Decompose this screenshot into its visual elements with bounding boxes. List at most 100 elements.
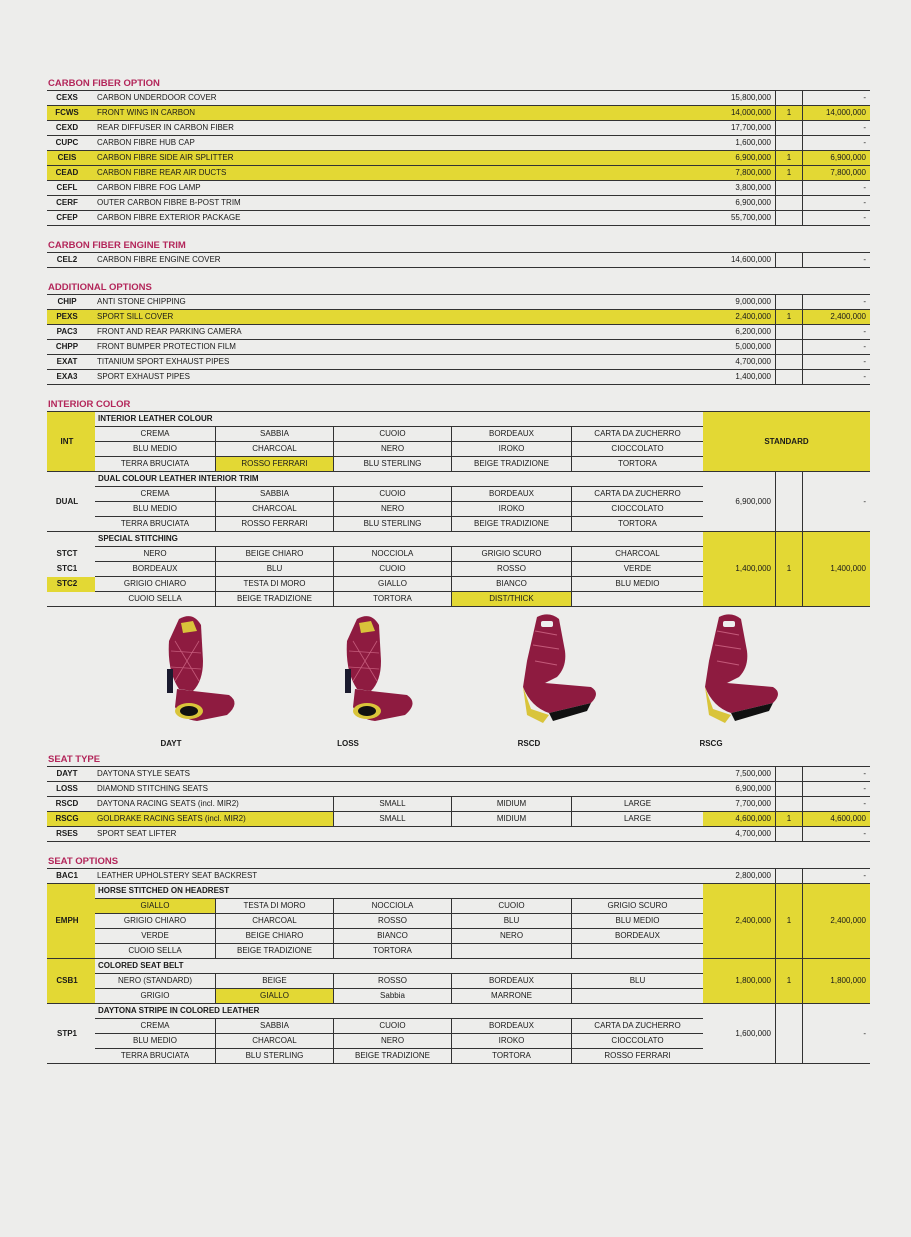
- color-option[interactable]: GRIGIO CHIARO: [95, 914, 215, 929]
- color-option[interactable]: ROSSO: [333, 914, 451, 929]
- color-option[interactable]: BEIGE TRADIZIONE: [451, 457, 571, 472]
- color-option[interactable]: GRIGIO: [95, 989, 215, 1004]
- color-option[interactable]: VERDE: [95, 929, 215, 944]
- color-option[interactable]: SABBIA: [215, 1019, 333, 1034]
- color-option[interactable]: CUOIO: [333, 487, 451, 502]
- seat-size-option[interactable]: SMALL: [333, 812, 451, 827]
- seat-image-rscd[interactable]: [487, 611, 617, 741]
- color-option[interactable]: SABBIA: [215, 487, 333, 502]
- option-quantity[interactable]: 1: [775, 812, 803, 827]
- color-option[interactable]: BORDEAUX: [451, 487, 571, 502]
- color-option[interactable]: CUOIO: [333, 1019, 451, 1034]
- option-quantity[interactable]: [775, 797, 803, 812]
- color-option[interactable]: CARTA DA ZUCHERRO: [571, 1019, 703, 1034]
- color-option[interactable]: TORTORA: [333, 944, 451, 959]
- color-option[interactable]: CUOIO SELLA: [95, 944, 215, 959]
- color-option[interactable]: SABBIA: [215, 427, 333, 442]
- color-option[interactable]: VERDE: [571, 562, 703, 577]
- color-option[interactable]: NERO: [95, 547, 215, 562]
- seat-image-loss[interactable]: [305, 611, 435, 741]
- color-option[interactable]: BEIGE TRADIZIONE: [451, 517, 571, 532]
- color-option[interactable]: BLU STERLING: [333, 457, 451, 472]
- color-option[interactable]: BLU: [215, 562, 333, 577]
- color-option[interactable]: ROSSO: [451, 562, 571, 577]
- color-option[interactable]: BEIGE TRADIZIONE: [215, 944, 333, 959]
- option-quantity[interactable]: [775, 121, 803, 136]
- color-option[interactable]: BORDEAUX: [95, 562, 215, 577]
- color-option[interactable]: BORDEAUX: [571, 929, 703, 944]
- color-option[interactable]: GIALLO: [95, 899, 215, 914]
- color-option[interactable]: BORDEAUX: [451, 427, 571, 442]
- seat-size-option[interactable]: MIDIUM: [451, 797, 571, 812]
- color-option[interactable]: BLU: [451, 914, 571, 929]
- color-option[interactable]: BIANCO: [451, 577, 571, 592]
- color-option[interactable]: CIOCCOLATO: [571, 1034, 703, 1049]
- option-quantity[interactable]: 1: [775, 166, 803, 181]
- option-quantity[interactable]: [775, 767, 803, 782]
- seat-size-option[interactable]: LARGE: [571, 797, 703, 812]
- color-option[interactable]: NOCCIOLA: [333, 547, 451, 562]
- color-option[interactable]: NERO: [333, 442, 451, 457]
- color-option[interactable]: CHARCOAL: [215, 442, 333, 457]
- option-quantity[interactable]: [775, 325, 803, 340]
- color-option[interactable]: CREMA: [95, 427, 215, 442]
- color-option[interactable]: BORDEAUX: [451, 1019, 571, 1034]
- option-quantity[interactable]: 1: [775, 959, 803, 1004]
- color-option[interactable]: IROKO: [451, 442, 571, 457]
- color-option[interactable]: TERRA BRUCIATA: [95, 1049, 215, 1064]
- color-option[interactable]: DIST/THICK: [451, 592, 571, 607]
- color-option[interactable]: CUOIO: [333, 427, 451, 442]
- color-option[interactable]: GIALLO: [215, 989, 333, 1004]
- color-option[interactable]: TORTORA: [571, 457, 703, 472]
- seat-size-option[interactable]: LARGE: [571, 812, 703, 827]
- color-option[interactable]: BLU MEDIO: [95, 502, 215, 517]
- color-option[interactable]: NERO: [333, 1034, 451, 1049]
- color-option[interactable]: CHARCOAL: [215, 1034, 333, 1049]
- color-option[interactable]: BLU STERLING: [333, 517, 451, 532]
- option-quantity[interactable]: [775, 472, 803, 532]
- option-quantity[interactable]: 1: [775, 151, 803, 166]
- color-option[interactable]: CIOCCOLATO: [571, 442, 703, 457]
- option-quantity[interactable]: [775, 211, 803, 226]
- color-option[interactable]: NOCCIOLA: [333, 899, 451, 914]
- color-option[interactable]: CARTA DA ZUCHERRO: [571, 427, 703, 442]
- option-quantity[interactable]: [775, 253, 803, 268]
- color-option[interactable]: [571, 592, 703, 607]
- color-option[interactable]: ROSSO FERRARI: [215, 457, 333, 472]
- color-option[interactable]: CHARCOAL: [215, 502, 333, 517]
- color-option[interactable]: BEIGE CHIARO: [215, 929, 333, 944]
- option-quantity[interactable]: 1: [775, 310, 803, 325]
- color-option[interactable]: BLU MEDIO: [571, 914, 703, 929]
- seat-size-option[interactable]: MIDIUM: [451, 812, 571, 827]
- color-option[interactable]: BEIGE CHIARO: [215, 547, 333, 562]
- option-quantity[interactable]: [775, 181, 803, 196]
- color-option[interactable]: BLU MEDIO: [95, 442, 215, 457]
- option-quantity[interactable]: [775, 295, 803, 310]
- color-option[interactable]: BLU: [571, 974, 703, 989]
- color-option[interactable]: BORDEAUX: [451, 974, 571, 989]
- option-quantity[interactable]: [775, 782, 803, 797]
- option-quantity[interactable]: [775, 827, 803, 842]
- option-quantity[interactable]: [775, 355, 803, 370]
- color-option[interactable]: CHARCOAL: [571, 547, 703, 562]
- color-option[interactable]: BEIGE TRADIZIONE: [215, 592, 333, 607]
- color-option[interactable]: [451, 944, 571, 959]
- color-option[interactable]: TERRA BRUCIATA: [95, 517, 215, 532]
- color-option[interactable]: Sabbia: [333, 989, 451, 1004]
- option-quantity[interactable]: [775, 1004, 803, 1064]
- color-option[interactable]: ROSSO FERRARI: [571, 1049, 703, 1064]
- color-option[interactable]: TESTA DI MORO: [215, 577, 333, 592]
- color-option[interactable]: IROKO: [451, 1034, 571, 1049]
- color-option[interactable]: ROSSO: [333, 974, 451, 989]
- color-option[interactable]: CREMA: [95, 487, 215, 502]
- color-option[interactable]: NERO: [333, 502, 451, 517]
- seat-image-rscg[interactable]: [669, 611, 799, 741]
- color-option[interactable]: ROSSO FERRARI: [215, 517, 333, 532]
- color-option[interactable]: GIALLO: [333, 577, 451, 592]
- color-option[interactable]: BLU MEDIO: [95, 1034, 215, 1049]
- option-quantity[interactable]: 1: [775, 106, 803, 121]
- seat-size-option[interactable]: SMALL: [333, 797, 451, 812]
- color-option[interactable]: GRIGIO SCURO: [571, 899, 703, 914]
- color-option[interactable]: BIANCO: [333, 929, 451, 944]
- color-option[interactable]: CUOIO SELLA: [95, 592, 215, 607]
